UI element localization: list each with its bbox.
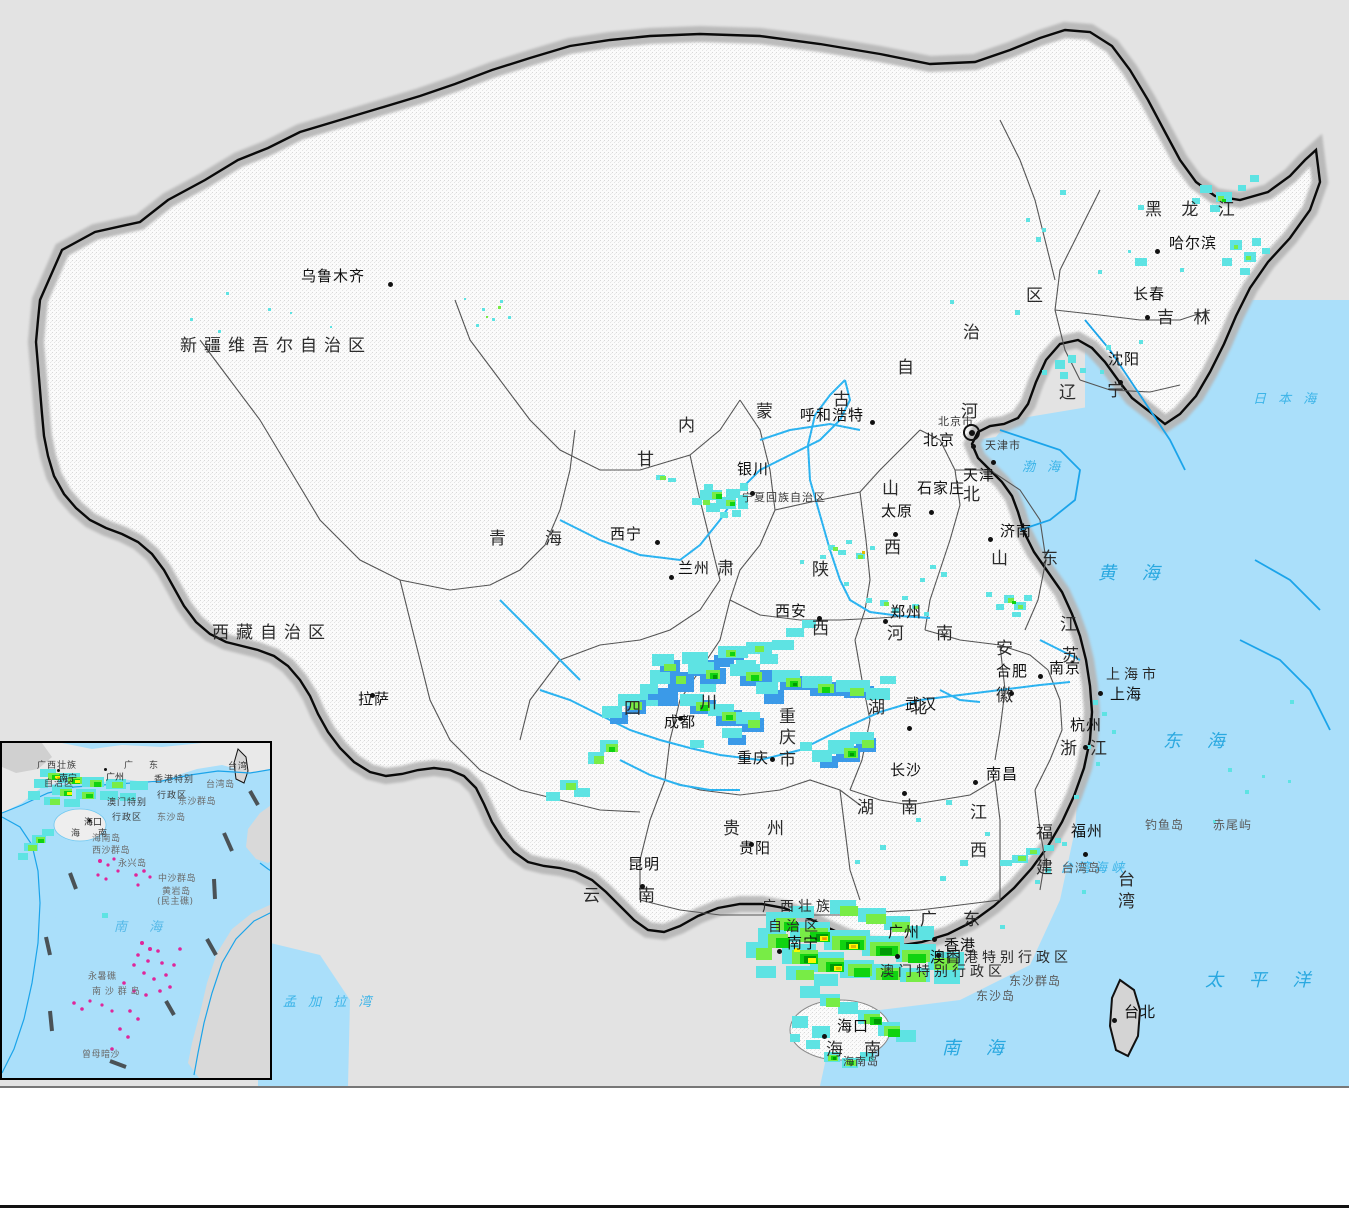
city-marker-dot bbox=[932, 937, 937, 942]
city-marker-dot bbox=[907, 726, 912, 731]
south-china-sea-inset-map[interactable]: 广西壮族 自治区广东香港特别 行政区 澳门特别 行政区 台湾海南 广州 南宁 海口 台湾岛 东沙… bbox=[0, 741, 272, 1080]
city-marker-dot bbox=[1098, 691, 1103, 696]
capital-marker-beijing bbox=[963, 424, 980, 441]
inset-city-marker-dot bbox=[57, 769, 60, 772]
inset-geometry bbox=[2, 743, 270, 1078]
city-marker-dot bbox=[1155, 249, 1160, 254]
city-marker-dot bbox=[750, 491, 755, 496]
city-marker-dot bbox=[895, 954, 900, 959]
city-marker-dot bbox=[1038, 674, 1043, 679]
city-marker-dot bbox=[370, 693, 375, 698]
city-marker-dot bbox=[678, 716, 683, 721]
city-marker-dot bbox=[1083, 745, 1088, 750]
city-marker-dot bbox=[817, 616, 822, 621]
city-marker-dot bbox=[1112, 1018, 1117, 1023]
city-marker-dot bbox=[669, 575, 674, 580]
city-marker-dot bbox=[973, 780, 978, 785]
inset-city-marker-dot bbox=[104, 768, 107, 771]
city-marker-dot bbox=[883, 619, 888, 624]
city-marker-dot bbox=[988, 537, 993, 542]
city-marker-dot bbox=[749, 842, 754, 847]
city-marker-dot bbox=[640, 884, 645, 889]
city-marker-dot bbox=[655, 540, 660, 545]
city-marker-dot bbox=[971, 444, 976, 449]
inset-city-marker-dot bbox=[88, 819, 91, 822]
city-marker-dot bbox=[936, 953, 941, 958]
city-marker-dot bbox=[1083, 852, 1088, 857]
city-marker-dot bbox=[929, 510, 934, 515]
city-marker-dot bbox=[822, 1034, 827, 1039]
china-radar-map[interactable]: 新疆维吾尔自治区 西藏自治区青海甘肃内蒙古自治区黑 龙 江吉 林辽宁河北山西山东陕… bbox=[0, 0, 1349, 1086]
city-marker-dot bbox=[893, 532, 898, 537]
legend-panel: 全国雷达拼图 [2025-03-06 13:36:00] [ 组合反射率 ] d… bbox=[0, 1086, 1349, 1208]
city-marker-dot bbox=[777, 949, 782, 954]
city-marker-dot bbox=[1145, 315, 1150, 320]
city-marker-dot bbox=[870, 420, 875, 425]
city-marker-dot bbox=[991, 460, 996, 465]
city-marker-dot bbox=[1009, 691, 1014, 696]
city-marker-dot bbox=[1118, 380, 1123, 385]
city-marker-dot bbox=[388, 282, 393, 287]
map-geometry bbox=[27, 21, 1349, 1086]
city-marker-dot bbox=[902, 791, 907, 796]
city-marker-dot bbox=[770, 757, 775, 762]
